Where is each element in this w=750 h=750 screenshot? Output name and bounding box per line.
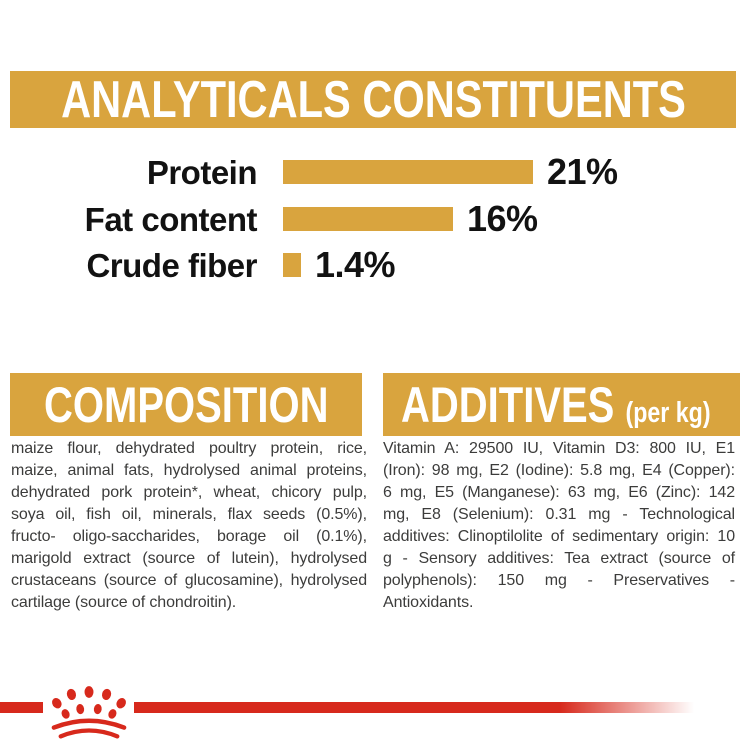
brand-rule-right-segment [134, 702, 694, 713]
chart-value-protein: 21% [547, 151, 618, 192]
chart-row-fat-content: Fat content 16% [0, 198, 750, 239]
chart-label-protein: Protein [146, 153, 258, 191]
chart-label-fat-content: Fat content [84, 200, 258, 238]
chart-row-crude-fiber: Crude fiber 1.4% [0, 244, 750, 285]
chart-row-protein: Protein 21% [0, 151, 750, 192]
chart-bar-fat-content [283, 207, 453, 231]
chart-value-crude-fiber: 1.4% [315, 244, 396, 285]
additives-body-text: Vitamin A: 29500 IU, Vitamin D3: 800 IU,… [383, 440, 735, 611]
additives-heading: ADDITIVES (per kg) [401, 380, 711, 430]
composition-heading: COMPOSITION [44, 376, 329, 433]
analytical-constituents-title: ANALYTICALS CONSTITUENTS [60, 70, 686, 129]
chart-bar-crude-fiber [283, 253, 301, 277]
analytical-constituents-header-band: ANALYTICALS CONSTITUENTS [10, 71, 736, 128]
chart-value-fat-content: 16% [467, 198, 538, 239]
royal-canin-crown-logo-icon [51, 686, 127, 739]
chart-bar-protein [283, 160, 533, 184]
composition-body-text: maize flour, dehydrated poultry protein,… [11, 440, 367, 611]
additives-header-band: ADDITIVES (per kg) [383, 373, 740, 436]
composition-header-band: COMPOSITION [10, 373, 362, 436]
additives-heading-text: ADDITIVES [401, 376, 615, 433]
additives-heading-suffix: (per kg) [625, 396, 711, 429]
chart-label-crude-fiber: Crude fiber [86, 246, 257, 284]
brand-rule-left-segment [0, 702, 43, 713]
